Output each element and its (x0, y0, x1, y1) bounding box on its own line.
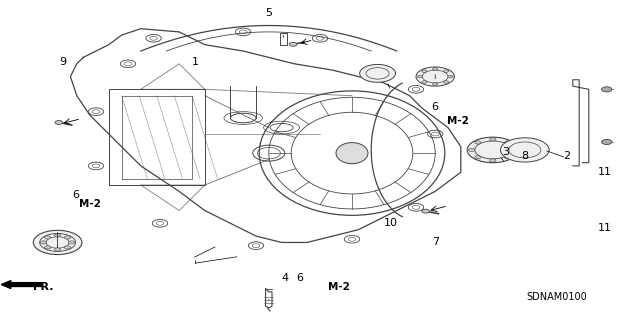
Text: 11: 11 (598, 167, 612, 177)
Text: 6: 6 (72, 189, 79, 200)
Ellipse shape (444, 70, 449, 72)
Ellipse shape (65, 246, 71, 249)
Ellipse shape (433, 83, 438, 85)
Text: 5: 5 (266, 8, 272, 18)
Ellipse shape (65, 236, 71, 239)
Ellipse shape (68, 241, 75, 244)
Ellipse shape (55, 121, 63, 124)
Text: 9: 9 (59, 57, 67, 67)
Ellipse shape (360, 64, 396, 82)
Text: 4: 4 (281, 272, 289, 283)
Ellipse shape (417, 75, 422, 78)
Ellipse shape (40, 241, 47, 244)
Ellipse shape (44, 246, 51, 249)
Ellipse shape (422, 209, 429, 213)
Text: 3: 3 (502, 146, 509, 157)
Ellipse shape (44, 236, 51, 239)
Ellipse shape (504, 141, 511, 144)
Text: M-2: M-2 (328, 282, 350, 292)
Ellipse shape (33, 230, 82, 255)
Ellipse shape (490, 138, 496, 141)
Text: M-2: M-2 (447, 116, 468, 126)
Ellipse shape (448, 75, 453, 78)
Text: 7: 7 (431, 237, 439, 248)
Ellipse shape (500, 138, 549, 162)
Ellipse shape (336, 143, 368, 164)
Text: 2: 2 (563, 151, 570, 161)
Ellipse shape (475, 156, 481, 159)
Ellipse shape (433, 68, 438, 70)
Ellipse shape (444, 81, 449, 83)
Ellipse shape (602, 87, 612, 92)
Ellipse shape (54, 248, 61, 251)
Text: FR.: FR. (33, 282, 54, 292)
Ellipse shape (422, 70, 427, 72)
Text: 8: 8 (521, 151, 529, 161)
Ellipse shape (490, 159, 496, 162)
Ellipse shape (54, 234, 61, 237)
Ellipse shape (416, 67, 454, 86)
Ellipse shape (289, 42, 297, 46)
FancyArrow shape (1, 281, 42, 288)
Text: 10: 10 (383, 218, 397, 228)
Ellipse shape (504, 156, 511, 159)
Text: 11: 11 (598, 223, 612, 233)
Text: 6: 6 (432, 102, 438, 112)
Ellipse shape (468, 148, 475, 152)
Text: 1: 1 (192, 57, 198, 67)
Ellipse shape (422, 81, 427, 83)
Text: M-2: M-2 (79, 199, 100, 209)
Ellipse shape (475, 141, 481, 144)
Text: 6: 6 (296, 272, 303, 283)
Text: SDNAM0100: SDNAM0100 (527, 292, 587, 302)
Ellipse shape (467, 137, 518, 163)
Ellipse shape (602, 139, 612, 145)
Ellipse shape (511, 148, 517, 152)
